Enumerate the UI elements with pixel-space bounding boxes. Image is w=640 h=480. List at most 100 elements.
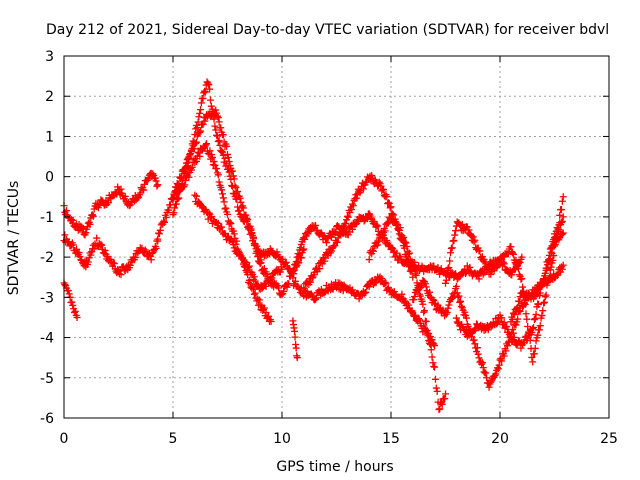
data-point: [333, 238, 341, 246]
data-point: [416, 316, 424, 324]
data-point: [443, 309, 451, 317]
data-point: [381, 227, 389, 235]
data-point: [148, 249, 156, 257]
data-point: [405, 250, 413, 258]
data-point: [482, 260, 490, 268]
data-point: [200, 89, 208, 97]
data-point: [378, 275, 386, 283]
data-point: [230, 244, 238, 252]
data-point: [479, 364, 487, 372]
data-point: [245, 262, 253, 270]
data-point: [68, 298, 76, 306]
data-point: [131, 254, 139, 262]
data-point: [492, 370, 500, 378]
data-point: [308, 274, 316, 282]
data-point: [251, 277, 259, 285]
data-point: [343, 212, 351, 220]
data-point: [140, 180, 148, 188]
data-point: [383, 220, 391, 228]
data-point: [532, 311, 540, 319]
data-point: [73, 313, 81, 321]
data-point: [502, 347, 510, 355]
data-point: [199, 94, 207, 102]
data-point: [321, 257, 329, 265]
data-point: [244, 264, 252, 272]
y-tick-label: 0: [45, 170, 54, 186]
data-point: [296, 285, 304, 293]
data-point: [291, 277, 299, 285]
data-point: [208, 105, 216, 113]
data-point: [312, 295, 320, 303]
series-track-10: [289, 273, 439, 350]
data-point: [407, 308, 415, 316]
data-point: [245, 223, 253, 231]
data-point: [254, 295, 262, 303]
data-point: [65, 290, 73, 298]
data-point: [370, 217, 378, 225]
data-point: [249, 233, 257, 241]
data-point: [320, 289, 328, 297]
data-point: [514, 303, 522, 311]
data-point: [206, 147, 214, 155]
data-point: [559, 213, 567, 221]
data-point: [425, 330, 433, 338]
data-point: [470, 336, 478, 344]
data-point: [170, 209, 178, 217]
data-point: [447, 249, 455, 257]
data-point: [218, 223, 226, 231]
data-point: [219, 151, 227, 159]
data-point: [229, 167, 237, 175]
data-point: [362, 288, 370, 296]
data-point: [457, 297, 465, 305]
data-point: [202, 141, 210, 149]
data-point: [484, 264, 492, 272]
chart-title: Day 212 of 2021, Sidereal Day-to-day VTE…: [46, 22, 609, 38]
data-point: [529, 358, 537, 366]
data-point: [442, 279, 449, 287]
data-point: [446, 257, 454, 265]
data-point: [445, 301, 453, 309]
data-point: [478, 360, 486, 368]
data-point: [209, 161, 217, 169]
data-point: [215, 118, 223, 126]
data-point: [256, 260, 264, 268]
data-point: [154, 235, 162, 243]
data-point: [473, 344, 481, 352]
data-point: [462, 269, 470, 277]
data-point: [509, 250, 517, 258]
data-point: [558, 265, 566, 273]
data-point: [171, 204, 179, 212]
data-point: [514, 265, 522, 273]
data-point: [218, 148, 226, 156]
data-point: [483, 374, 491, 382]
data-point: [342, 220, 350, 228]
data-point: [535, 300, 543, 308]
data-point: [192, 192, 200, 200]
data-point: [557, 206, 565, 214]
data-point: [117, 271, 125, 279]
data-point: [543, 264, 551, 272]
data-point: [355, 295, 363, 303]
data-point: [181, 181, 189, 189]
data-point: [152, 177, 160, 185]
data-point: [259, 284, 267, 292]
data-point: [80, 262, 88, 270]
data-point: [384, 219, 392, 227]
data-point: [422, 318, 430, 326]
data-point: [433, 387, 441, 395]
data-point: [482, 369, 490, 377]
data-point: [79, 224, 87, 232]
data-point: [370, 242, 378, 250]
data-point: [500, 318, 508, 326]
data-point: [226, 218, 234, 226]
data-point: [265, 312, 273, 320]
data-point: [509, 326, 517, 334]
data-point: [422, 283, 430, 291]
data-point: [117, 185, 125, 193]
data-point: [153, 182, 161, 190]
data-point: [208, 213, 216, 221]
data-point: [548, 249, 556, 257]
data-point: [369, 247, 377, 255]
data-point: [250, 273, 258, 281]
data-point: [78, 223, 86, 231]
